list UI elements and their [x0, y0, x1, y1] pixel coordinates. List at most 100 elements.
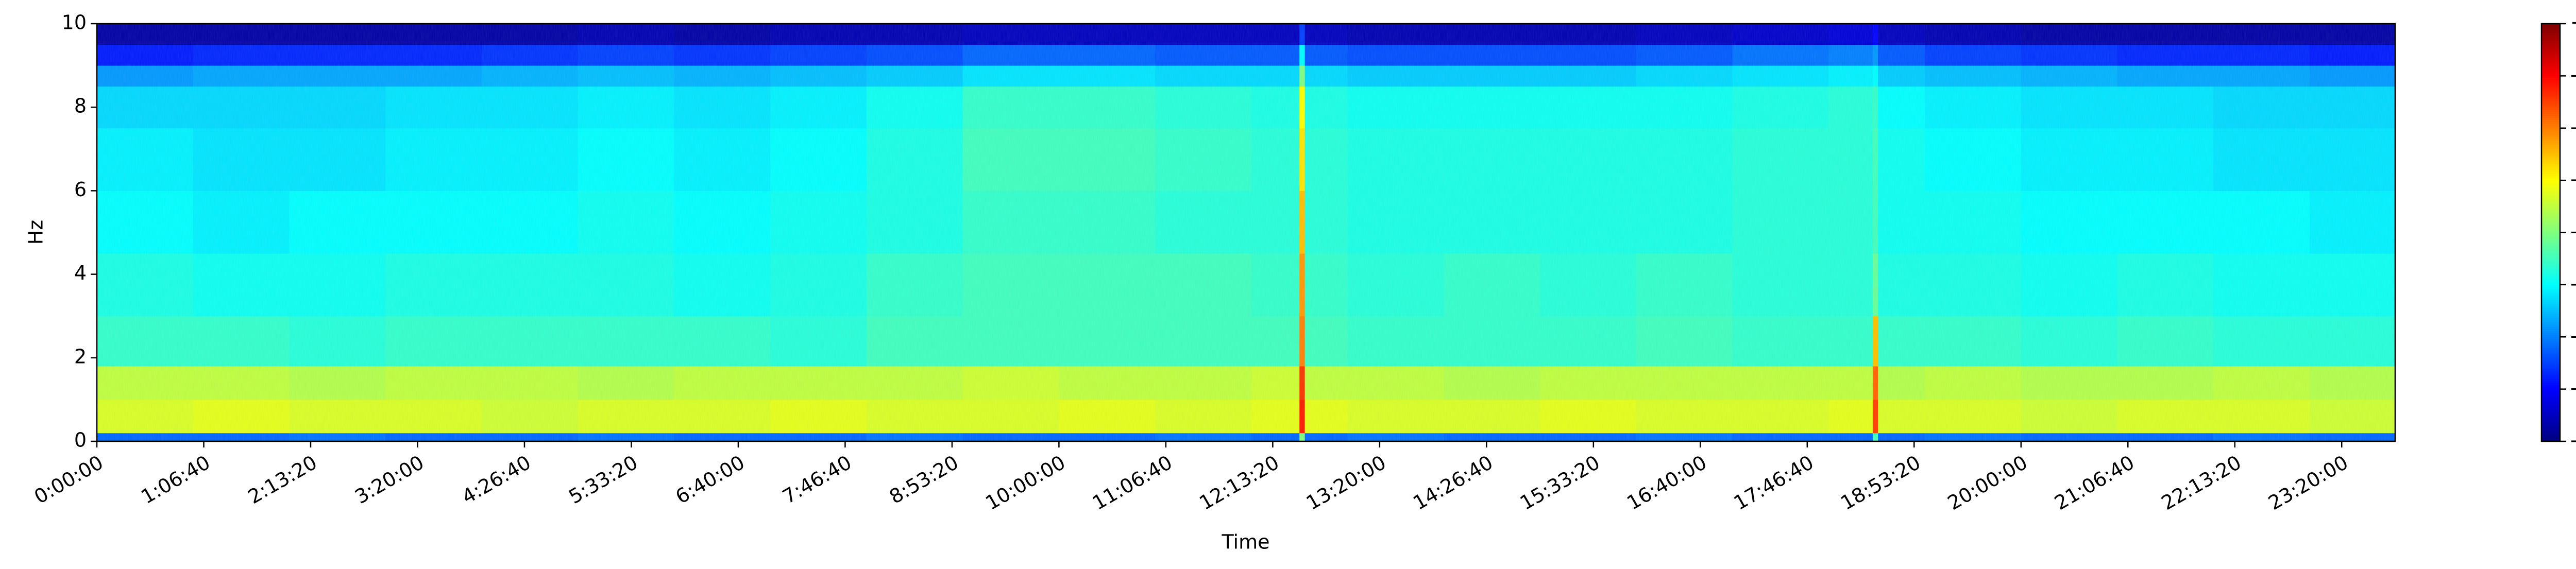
- colorbar-stripe: [2541, 74, 2560, 76]
- colorbar-stripe: [2541, 295, 2560, 298]
- colorbar-stripe: [2541, 355, 2560, 358]
- colorbar-stripe: [2541, 301, 2560, 304]
- colorbar-stripe: [2541, 366, 2560, 369]
- colorbar-stripe: [2541, 176, 2560, 179]
- colorbar-stripe: [2541, 262, 2560, 264]
- colorbar-stripe: [2541, 119, 2560, 123]
- colorbar-stripe: [2541, 422, 2560, 425]
- colorbar-stripe: [2541, 197, 2560, 200]
- colorbar-stripe: [2541, 439, 2560, 442]
- colorbar-stripe: [2541, 76, 2560, 79]
- x-tick-label: 4:26:40: [458, 451, 535, 508]
- colorbar-stripe: [2541, 101, 2560, 104]
- colorbar-stripe: [2541, 378, 2560, 382]
- colorbar-stripe: [2541, 182, 2560, 185]
- colorbar-stripe: [2541, 163, 2560, 166]
- colorbar-stripe: [2541, 117, 2560, 120]
- colorbar-stripe: [2541, 92, 2560, 95]
- colorbar-stripe: [2541, 44, 2560, 47]
- colorbar-stripe: [2541, 115, 2560, 118]
- colorbar-stripe: [2541, 169, 2560, 173]
- colorbar-stripe: [2541, 299, 2560, 302]
- colorbar-stripe: [2541, 157, 2560, 160]
- x-tick-label: 20:00:00: [1944, 451, 2031, 514]
- colorbar-stripe: [2541, 80, 2560, 83]
- colorbar-stripe: [2541, 53, 2560, 56]
- x-tick-label: 13:20:00: [1302, 451, 1390, 514]
- colorbar-stripe: [2541, 96, 2560, 99]
- colorbar-stripe: [2541, 376, 2560, 379]
- colorbar-stripe: [2541, 201, 2560, 204]
- colorbar-stripe: [2541, 297, 2560, 300]
- y-tick-label: 6: [74, 178, 87, 201]
- colorbar-stripe: [2541, 257, 2560, 260]
- colorbar-stripe: [2541, 195, 2560, 198]
- colorbar-stripe: [2541, 111, 2560, 114]
- colorbar-stripe: [2541, 276, 2560, 279]
- colorbar-stripe: [2541, 387, 2560, 390]
- colorbar-stripe: [2541, 264, 2560, 266]
- colorbar-stripe: [2541, 320, 2560, 323]
- colorbar-stripe: [2541, 397, 2560, 400]
- colorbar-stripe: [2541, 38, 2560, 41]
- colorbar-stripe: [2541, 28, 2560, 30]
- colorbar-stripe: [2541, 214, 2560, 216]
- colorbar-stripe: [2541, 260, 2560, 262]
- colorbar-stripe: [2541, 70, 2560, 72]
- colorbar-stripe: [2541, 234, 2560, 237]
- colorbar-stripe: [2541, 55, 2560, 58]
- x-tick-label: 22:13:20: [2158, 451, 2245, 514]
- colorbar-tick-label: -10 dB: [2570, 63, 2576, 86]
- colorbar-stripe: [2541, 151, 2560, 154]
- colorbar-stripe: [2541, 211, 2560, 214]
- colorbar-stripe: [2541, 218, 2560, 220]
- colorbar-stripe: [2541, 418, 2560, 421]
- colorbar-stripe: [2541, 167, 2560, 170]
- colorbar-stripe: [2541, 161, 2560, 164]
- x-tick-label: 16:40:00: [1623, 451, 1710, 514]
- colorbar-stripe: [2541, 357, 2560, 360]
- colorbar-stripe: [2541, 249, 2560, 252]
- colorbar-stripe: [2541, 178, 2560, 181]
- colorbar-stripe: [2541, 65, 2560, 68]
- colorbar-stripe: [2541, 34, 2560, 37]
- colorbar-tick-label: +0 dB: [2570, 11, 2576, 34]
- colorbar-stripe: [2541, 230, 2560, 233]
- colorbar-stripe: [2541, 67, 2560, 70]
- colorbar-stripe: [2541, 303, 2560, 306]
- colorbar-stripe: [2541, 412, 2560, 415]
- colorbar-stripe: [2541, 88, 2560, 91]
- colorbar-stripe: [2541, 153, 2560, 156]
- x-tick-label: 5:33:20: [565, 451, 641, 508]
- colorbar-stripe: [2541, 94, 2560, 97]
- colorbar-stripe: [2541, 339, 2560, 341]
- colorbar-stripe: [2541, 401, 2560, 404]
- colorbar-stripe: [2541, 404, 2560, 406]
- colorbar-stripe: [2541, 50, 2560, 54]
- x-tick-label: 17:46:40: [1730, 451, 1818, 514]
- colorbar-stripe: [2541, 86, 2560, 89]
- colorbar-stripe: [2541, 393, 2560, 396]
- colorbar-stripe: [2541, 351, 2560, 354]
- y-tick-label: 0: [74, 429, 87, 452]
- colorbar-stripe: [2541, 349, 2560, 352]
- colorbar-stripe: [2541, 147, 2560, 149]
- y-tick-label: 10: [62, 11, 87, 34]
- colorbar-stripe: [2541, 174, 2560, 177]
- colorbar-stripe: [2541, 343, 2560, 346]
- colorbar-stripe: [2541, 24, 2560, 26]
- colorbar-stripe: [2541, 132, 2560, 135]
- colorbar-tick-label: -40 dB: [2570, 220, 2576, 243]
- colorbar-stripe: [2541, 42, 2560, 45]
- x-tick-label: 12:13:20: [1195, 451, 1283, 514]
- y-tick-label: 2: [74, 345, 87, 368]
- colorbar-stripe: [2541, 406, 2560, 408]
- colorbar-stripe: [2541, 238, 2560, 242]
- colorbar-stripe: [2541, 278, 2560, 281]
- colorbar-stripe: [2541, 416, 2560, 419]
- texture: [97, 24, 2395, 441]
- colorbar-stripe: [2541, 240, 2560, 244]
- colorbar-stripe: [2541, 316, 2560, 319]
- colorbar-stripe: [2541, 32, 2560, 35]
- colorbar-stripe: [2541, 209, 2560, 212]
